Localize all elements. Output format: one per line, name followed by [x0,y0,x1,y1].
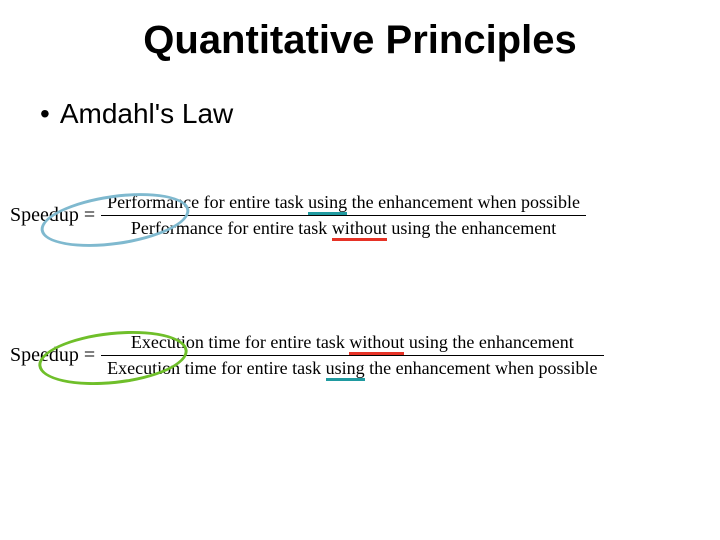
eq2-num-highlight: without [349,332,404,355]
bullet-text: Amdahl's Law [60,98,233,129]
eq2-num-post: using the enhancement [404,332,573,352]
eq1-denominator: Performance for entire task without usin… [125,216,562,241]
eq2-den-post: the enhancement when possible [365,358,598,378]
page-title: Quantitative Principles [0,18,720,63]
eq1-num-highlight: using [308,192,347,215]
bullet-item: • Amdahl's Law [40,98,233,130]
eq1-num-post: the enhancement when possible [347,192,580,212]
eq2-numerator: Execution time for entire task without u… [125,330,580,355]
bullet-marker: • [40,98,50,130]
eq1-den-highlight: without [332,218,387,241]
eq2-den-highlight: using [326,358,365,381]
eq1-den-post: using the enhancement [387,218,556,238]
